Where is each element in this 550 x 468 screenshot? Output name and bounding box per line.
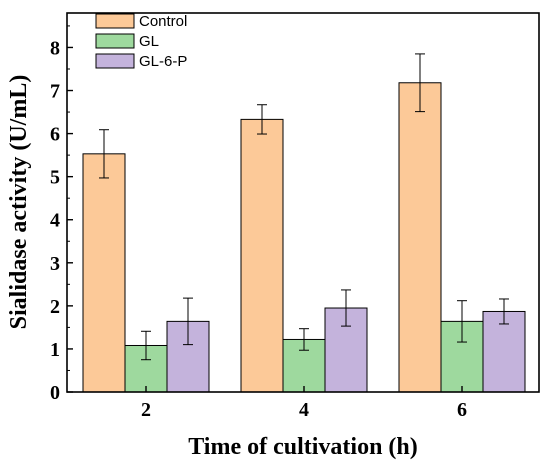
- y-tick-label-8: 8: [50, 37, 60, 59]
- y-tick-label-6: 6: [50, 124, 60, 146]
- bar-control-4: [240, 118, 284, 393]
- error-bar-control-6: [415, 53, 425, 113]
- x-tick-label-6: 6: [457, 399, 467, 421]
- bar-control-2: [82, 153, 126, 393]
- legend-label-control: Control: [139, 13, 187, 30]
- error-bar-gl-6-p-2: [183, 297, 193, 346]
- y-tick-label-4: 4: [50, 210, 60, 232]
- error-bar-gl-6: [457, 300, 467, 343]
- legend: Control GL GL-6-P: [95, 13, 187, 70]
- y-axis-title: Sialidase activity (U/mL): [6, 75, 32, 330]
- error-bar-gl-2: [141, 330, 151, 361]
- y-tick-label-2: 2: [50, 296, 60, 318]
- error-bar-control-2: [99, 129, 109, 179]
- y-axis: 0 1 2 3 4 5 6 7 8: [50, 25, 73, 404]
- legend-swatch-gl: [95, 33, 135, 49]
- y-tick-label-0: 0: [50, 382, 60, 404]
- y-tick-label-3: 3: [50, 253, 60, 275]
- x-axis-title: Time of cultivation (h): [188, 434, 418, 460]
- legend-swatch-control: [95, 13, 135, 29]
- y-tick-label-5: 5: [50, 167, 60, 189]
- y-tick-label-7: 7: [50, 81, 60, 103]
- bar-control-6: [398, 82, 442, 393]
- x-axis: 2 4 6: [141, 386, 467, 421]
- legend-label-gl: GL: [139, 33, 159, 50]
- error-bar-control-4: [257, 104, 267, 135]
- legend-swatch-gl-6-p: [95, 53, 135, 69]
- x-tick-label-2: 2: [141, 399, 151, 421]
- error-bar-gl-6-p-4: [341, 289, 351, 327]
- error-bar-gl-6-p-6: [499, 298, 509, 325]
- plot-frame: [66, 12, 540, 393]
- legend-label-gl-6-p: GL-6-P: [139, 53, 187, 70]
- error-bar-gl-4: [299, 328, 309, 351]
- x-tick-label-4: 4: [299, 399, 309, 421]
- y-tick-label-1: 1: [50, 339, 60, 361]
- error-bars-layer: [99, 53, 509, 361]
